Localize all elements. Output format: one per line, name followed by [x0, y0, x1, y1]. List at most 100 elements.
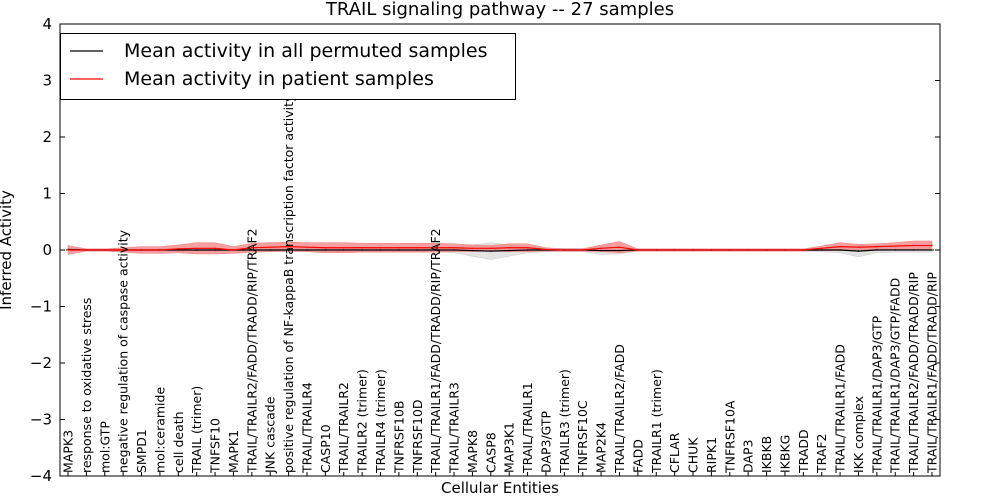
x-tick-label: TRAIL (trimer) [189, 386, 204, 474]
x-tick-label: RIPK1 [704, 437, 719, 473]
x-tick-label: TRADD [796, 429, 811, 474]
point-series-0-19 [416, 249, 418, 251]
point-series-1-38 [765, 249, 768, 251]
point-series-1-17 [379, 247, 382, 249]
x-tick-label: mol:GTP [97, 421, 112, 473]
x-tick-label: TRAF2 [814, 433, 829, 474]
x-tick-label: MAPK3 [61, 430, 76, 473]
point-series-1-36 [729, 249, 731, 251]
point-series-1-7 [195, 247, 198, 250]
point-series-1-15 [343, 247, 345, 249]
x-tick-label: TRAIL/TRAILR1/FADD/TRADD/RIP [925, 272, 940, 474]
x-tick-label: TRAIL/TRAILR3 [447, 382, 462, 474]
point-series-0-46 [912, 249, 915, 251]
point-series-1-1 [85, 249, 88, 251]
x-tick-label: IKBKB [759, 436, 774, 473]
x-tick-label: CASP10 [318, 424, 333, 473]
point-series-1-2 [104, 249, 106, 251]
legend-label-permuted: Mean activity in all permuted samples [124, 40, 487, 62]
point-series-0-29 [600, 249, 602, 252]
point-series-1-30 [618, 246, 621, 248]
point-series-1-41 [821, 247, 823, 250]
x-tick-label: TNFRSF10A [722, 400, 737, 474]
point-series-0-11 [269, 249, 271, 251]
point-series-0-15 [343, 249, 345, 251]
x-tick-label: MAP2K4 [594, 422, 609, 473]
y-tick-label: −4 [30, 467, 52, 485]
point-series-0-43 [857, 250, 860, 252]
point-series-1-23 [490, 247, 492, 250]
point-series-1-35 [710, 249, 713, 251]
point-series-1-19 [416, 247, 418, 249]
point-series-1-8 [214, 247, 216, 250]
point-series-1-14 [324, 247, 327, 249]
point-series-1-3 [122, 249, 124, 251]
chart-title: TRAIL signaling pathway -- 27 samples [325, 0, 674, 20]
x-tick-label: TRAILR4 (trimer) [373, 369, 388, 474]
point-series-0-41 [821, 249, 823, 251]
point-series-0-6 [177, 249, 179, 251]
point-series-1-0 [67, 249, 69, 251]
x-tick-label: TRAIL/TRAILR4 [299, 382, 314, 474]
x-tick-label: CASP8 [483, 432, 498, 473]
y-axis-title: Inferred Activity [0, 190, 15, 310]
x-axis-title: Cellular Entities [441, 479, 559, 497]
point-series-1-47 [931, 244, 933, 247]
x-tick-label: DAP3 [741, 440, 756, 473]
point-series-0-42 [839, 249, 841, 251]
point-series-1-13 [306, 246, 308, 248]
y-tick-label: 2 [42, 128, 52, 146]
x-tick-label: FADD [630, 439, 645, 473]
point-series-0-8 [214, 249, 216, 251]
point-series-0-14 [324, 249, 327, 251]
x-tick-label: TNFSF10 [208, 418, 223, 474]
point-series-1-33 [673, 249, 676, 251]
x-tick-label: MAP3K1 [502, 422, 517, 473]
x-tick-label: TRAIL/TRAILR2 [336, 382, 351, 474]
point-series-0-17 [379, 249, 382, 251]
y-axis: −4 −3 −2 −1 0 1 2 3 4 [30, 15, 940, 485]
point-series-1-18 [398, 247, 400, 249]
x-tick-label: cell death [171, 411, 186, 473]
x-axis-labels: MAPK3 response to oxidative stress mol:GTP… [61, 94, 940, 474]
x-tick-label: TRAIL/TRAILR2/FADD [612, 344, 627, 474]
point-series-1-11 [269, 246, 271, 248]
y-tick-label: −3 [30, 411, 52, 429]
point-series-1-32 [655, 249, 657, 251]
point-series-0-47 [931, 249, 933, 251]
x-tick-label: positive regulation of NF-kappaB transcr… [281, 94, 296, 473]
x-tick-label: TRAIL/TRAILR2/FADD/TRADD/RIP [906, 272, 921, 474]
point-series-1-22 [471, 247, 474, 250]
x-tick-label: TRAIL/TRAILR1/DAP3/GTP/FADD [888, 278, 903, 474]
point-series-0-23 [490, 250, 492, 252]
point-series-1-6 [177, 248, 179, 250]
point-series-0-24 [508, 249, 510, 252]
point-series-1-26 [545, 248, 547, 251]
point-series-1-24 [508, 247, 510, 249]
point-series-0-18 [398, 249, 400, 251]
x-tick-label: TRAIL/TRAILR1 [520, 382, 535, 474]
point-series-1-4 [140, 249, 143, 251]
point-series-0-13 [306, 249, 308, 251]
point-series-0-30 [618, 249, 621, 252]
point-series-0-12 [287, 249, 290, 251]
x-tick-label: TNFRSF10C [575, 400, 590, 474]
point-series-0-44 [876, 249, 878, 251]
y-tick-label: 1 [42, 185, 52, 203]
x-tick-label: CHUK [686, 437, 701, 473]
x-tick-label: TRAILR3 (trimer) [557, 369, 572, 474]
x-tick-label: TRAIL/TRAILR2/FADD/TRADD/RIP/TRAF2 [244, 228, 259, 474]
y-tick-label: 0 [42, 241, 52, 259]
x-tick-label: DAP3/GTP [538, 410, 553, 473]
x-tick-label: TRAILR1 (trimer) [649, 369, 664, 474]
point-series-1-40 [802, 249, 805, 251]
point-series-1-44 [876, 245, 878, 248]
point-series-1-45 [894, 245, 896, 247]
x-tick-label: TNFRSF10B [391, 401, 406, 474]
point-series-0-25 [526, 249, 529, 251]
x-tick-label: CFLAR [667, 432, 682, 473]
point-series-1-42 [839, 245, 841, 248]
y-tick-label: 3 [42, 72, 52, 90]
x-tick-label: TRAILR2 (trimer) [355, 369, 370, 474]
x-tick-label: response to oxidative stress [79, 298, 94, 473]
